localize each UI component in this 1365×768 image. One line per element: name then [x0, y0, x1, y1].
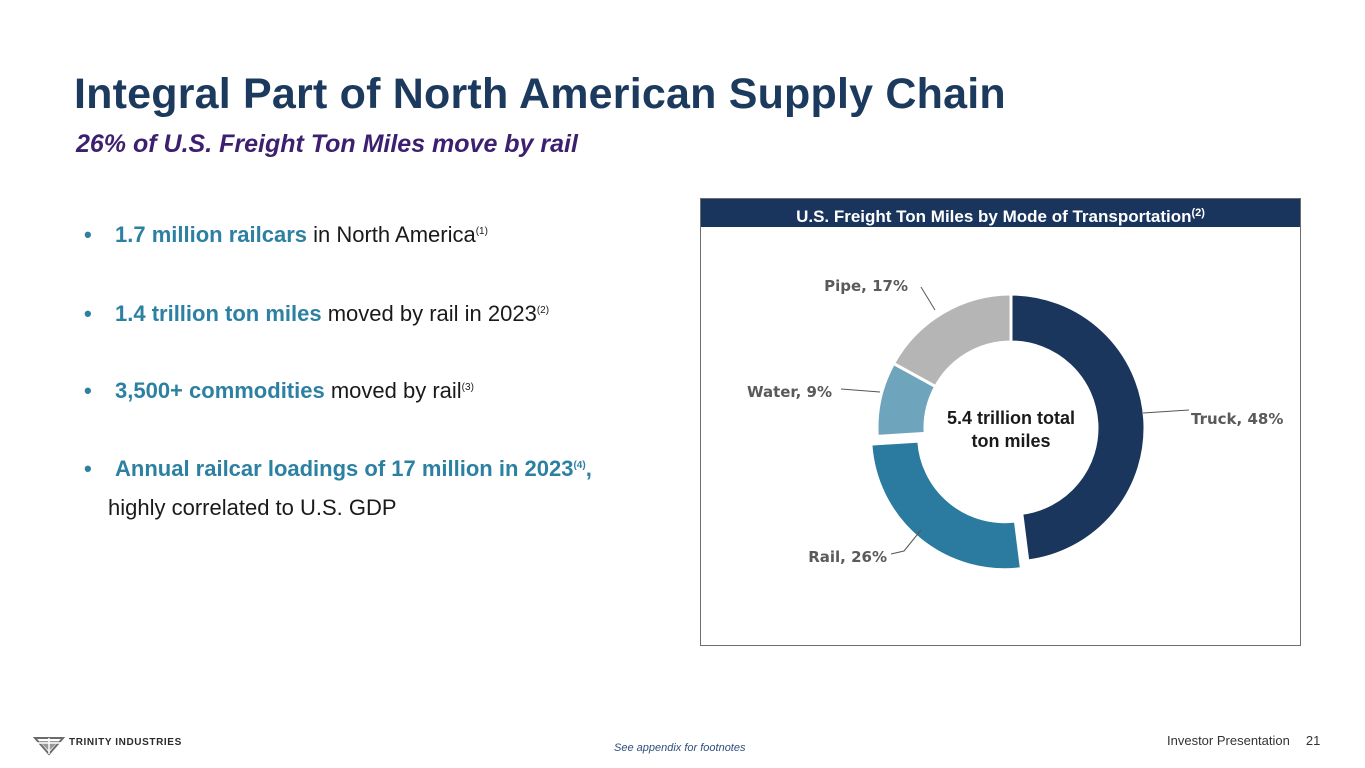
bullet-highlight: 1.4 trillion ton miles [115, 301, 322, 326]
data-label-rail: Rail, 26% [808, 548, 887, 566]
bullet-continuation: highly correlated to U.S. GDP [108, 495, 397, 520]
center-label-line: 5.4 trillion total [947, 408, 1075, 428]
bullet-commodities: • 3,500+ commodities moved by rail(3) [84, 378, 474, 404]
bullet-dot: • [84, 301, 92, 326]
bullet-dot: • [84, 222, 92, 247]
footer-note: See appendix for footnotes [614, 742, 746, 754]
chart-header-note: (2) [1191, 207, 1205, 219]
bullet-dot: • [84, 456, 92, 481]
data-label-water: Water, 9% [747, 383, 832, 401]
data-label-pipe: Pipe, 17% [824, 277, 908, 295]
bullet-railcars: • 1.7 million railcars in North America(1… [84, 222, 488, 248]
slice-pipe [891, 292, 1013, 389]
slice-rail [869, 439, 1024, 572]
slice-truck [1009, 292, 1147, 563]
chart-header-text: U.S. Freight Ton Miles by Mode of Transp… [796, 207, 1192, 226]
footnote-ref: (1) [475, 226, 488, 237]
footer-right: Investor Presentation 21 [1167, 733, 1320, 748]
bullet-text: moved by rail [324, 378, 462, 403]
donut-chart: Truck, 48% Rail, 26% Water, 9% Pipe, 17% 5.4… [747, 277, 1283, 572]
footnote-ref: (2) [536, 305, 550, 316]
center-label-line: ton miles [971, 431, 1050, 451]
bullet-loadings: • Annual railcar loadings of 17 million i… [84, 456, 592, 482]
leader-line-rail [890, 529, 922, 555]
bullet-dot: • [84, 378, 92, 403]
trinity-logo-icon [33, 737, 65, 756]
footnote-ref: (4) [573, 460, 586, 471]
bullet-text: moved by rail in 2023 [321, 301, 537, 326]
data-label-truck: Truck, 48% [1191, 410, 1283, 428]
leader-line-pipe [920, 286, 936, 311]
leader-line-water [840, 388, 881, 393]
bullet-highlight: 1.7 million railcars [115, 222, 307, 247]
page-number: 21 [1305, 733, 1321, 748]
footnote-ref: (3) [461, 382, 474, 393]
bullet-highlight: Annual railcar loadings of 17 million in… [115, 456, 574, 481]
bullet-ton-miles: • 1.4 trillion ton miles moved by rail in… [84, 301, 549, 327]
footer-brand: TRINITY INDUSTRIES [69, 737, 182, 748]
page-title: Integral Part of North American Supply C… [74, 70, 1006, 118]
bullet-text: in North America [306, 222, 476, 247]
bullet-comma: , [585, 456, 592, 481]
bullet-highlight: 3,500+ commodities [115, 378, 325, 403]
leader-line-truck [1142, 409, 1190, 414]
chart-panel: U.S. Freight Ton Miles by Mode of Transp… [700, 198, 1301, 646]
presentation-label: Investor Presentation [1167, 733, 1290, 748]
chart-header: U.S. Freight Ton Miles by Mode of Transp… [701, 199, 1300, 227]
page-subtitle: 26% of U.S. Freight Ton Miles move by ra… [76, 130, 578, 158]
